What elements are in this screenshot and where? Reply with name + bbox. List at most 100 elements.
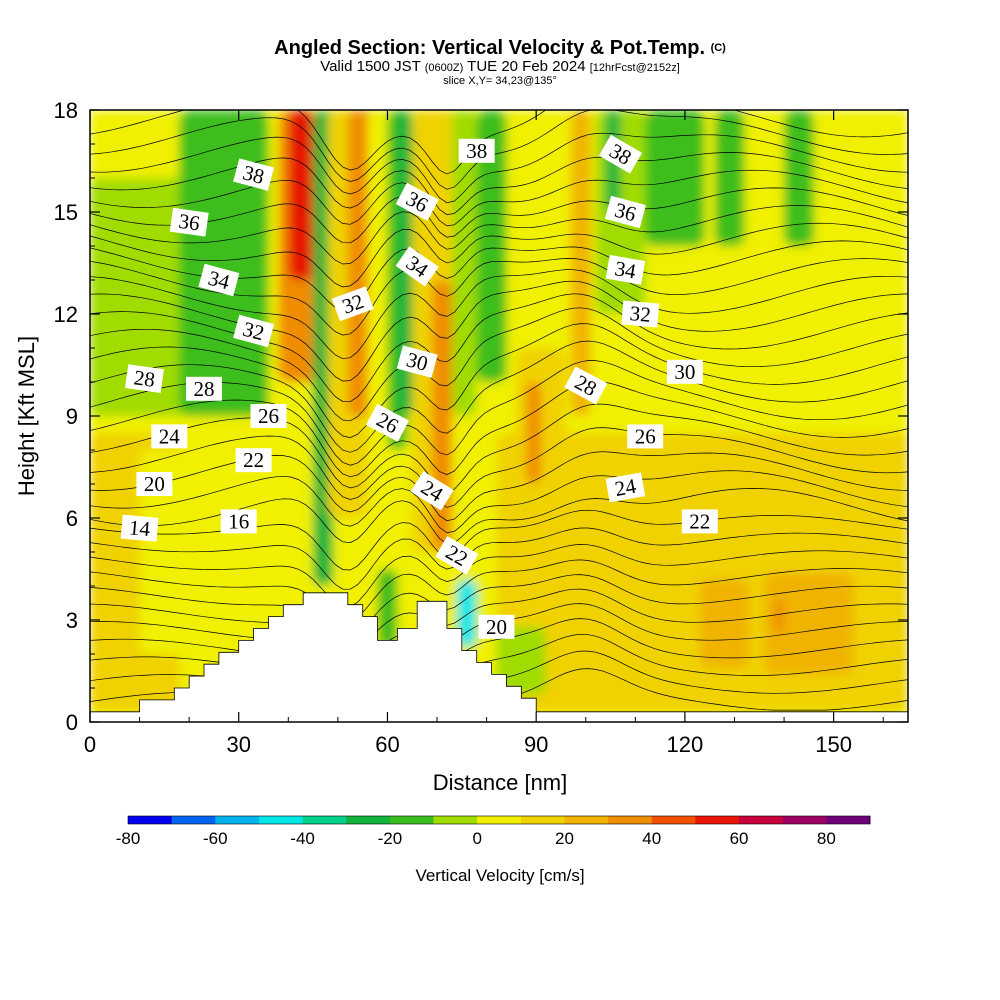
theta-contour-6 (90, 574, 908, 638)
theta-label-bg (365, 403, 410, 442)
theta-label-bg (198, 263, 240, 297)
theta-label-13: 30 (666, 359, 703, 384)
theta-label-8: 34 (605, 254, 646, 285)
colorbar-label--40: -40 (290, 829, 315, 848)
y-tick-label-9: 9 (66, 404, 78, 429)
theta-label-bg (233, 158, 275, 191)
theta-label-27: 20 (478, 614, 515, 639)
velocity-region-27 (699, 579, 750, 668)
theta-label-15: 28 (186, 376, 222, 401)
chart-title-block: Angled Section: Vertical Velocity & Pot.… (0, 36, 1000, 87)
theta-label-9: 32 (233, 314, 275, 348)
velocity-region-29 (774, 599, 785, 634)
theta-contour-5 (90, 588, 908, 654)
theta-contour-26 (90, 222, 908, 288)
theta-contour-20 (90, 307, 908, 422)
theta-label-bg (125, 364, 164, 393)
theta-label-text: 16 (228, 509, 249, 533)
theta-label-bg (395, 246, 439, 287)
colorbar-label-40: 40 (642, 829, 661, 848)
x-tick-label-150: 150 (815, 732, 852, 757)
theta-contour-17 (90, 360, 908, 466)
theta-contour-18 (90, 340, 908, 453)
colorbar: -80 -60 -40 -20 0 20 40 60 80 (116, 815, 871, 848)
theta-label-text: 22 (689, 509, 710, 533)
velocity-region-15 (432, 280, 452, 552)
theta-label-text: 28 (132, 365, 156, 392)
colorbar-swatch--80 (128, 816, 173, 824)
theta-label-bg (151, 424, 188, 449)
colorbar-swatch--10 (433, 816, 478, 824)
colorbar-swatch-40 (651, 816, 696, 824)
theta-label-bg (435, 536, 479, 575)
theta-label-28: 16 (220, 509, 257, 534)
theta-contour-14 (90, 427, 908, 508)
theta-contour-3 (90, 618, 908, 681)
theta-label-bg (681, 509, 718, 534)
colorbar-swatch--30 (346, 816, 391, 824)
velocity-region-30 (377, 569, 398, 648)
theta-label-bg (410, 471, 454, 511)
velocity-region-3 (139, 450, 200, 654)
theta-label-text: 38 (466, 139, 487, 163)
x-tick-label-0: 0 (84, 732, 96, 757)
colorbar-frame (127, 815, 871, 825)
colorbar-swatch--20 (389, 816, 435, 824)
theta-contour-21 (90, 293, 908, 403)
colorbar-label--60: -60 (203, 829, 228, 848)
slice-info: slice X,Y= 34,23@135° (443, 75, 557, 87)
valid-date: TUE 20 Feb 2024 (467, 58, 586, 75)
theta-label-text: 24 (613, 474, 638, 501)
theta-label-bg (666, 359, 703, 384)
theta-label-text: 20 (144, 472, 165, 496)
velocity-region-24 (714, 110, 745, 246)
theta-label-bg (627, 424, 664, 449)
velocity-region-23 (645, 110, 705, 246)
theta-label-26: 20 (136, 472, 173, 496)
theta-label-20: 24 (151, 424, 188, 449)
theta-label-bg (564, 366, 608, 405)
theta-label-11: 32 (621, 300, 660, 328)
theta-contour-16 (90, 381, 908, 478)
velocity-region-7 (288, 110, 314, 280)
colorbar-label-20: 20 (555, 829, 574, 848)
forecast-info: [12hrFcst@2152z] (589, 62, 680, 74)
velocity-region-25 (784, 110, 814, 246)
theta-contour-19 (90, 323, 908, 438)
terrain-mask (90, 592, 908, 722)
theta-label-text: 20 (486, 615, 507, 639)
theta-label-text: 26 (635, 424, 656, 448)
theta-contour-22 (90, 280, 908, 382)
colorbar-swatch-70 (782, 816, 827, 824)
theta-contour-27 (90, 205, 908, 265)
theta-contour-15 (90, 403, 908, 493)
velocity-region-32 (496, 626, 547, 695)
valid-zulu: (0600Z) (424, 62, 464, 74)
theta-label-bg (235, 448, 272, 473)
theta-label-12: 30 (396, 345, 438, 378)
chart-subtitle: Valid 1500 JST (0600Z) TUE 20 Feb 2024 [… (0, 58, 1000, 75)
theta-label-bg (396, 345, 438, 378)
theta-label-bg (458, 138, 495, 163)
colorbar-swatch--60 (215, 816, 260, 824)
theta-label-25: 22 (681, 509, 718, 534)
theta-label-5: 36 (604, 195, 646, 229)
y-tick-label-3: 3 (66, 608, 78, 633)
colorbar-title: Vertical Velocity [cm/s] (415, 866, 584, 885)
theta-label-bg (598, 134, 643, 174)
theta-label-text: 36 (177, 209, 201, 236)
theta-contour-7 (90, 559, 908, 623)
theta-label-0: 38 (233, 158, 275, 191)
theta-label-bg (233, 314, 275, 348)
theta-contour-33 (90, 110, 908, 175)
theta-label-3: 36 (169, 207, 209, 237)
colorbar-swatch-60 (739, 816, 784, 824)
colorbar-swatch--40 (302, 816, 347, 824)
theta-label-text: 22 (243, 448, 264, 472)
velocity-region-4 (90, 178, 190, 416)
theta-contour-9 (90, 527, 908, 590)
colorbar-swatch-0 (477, 816, 522, 824)
theta-label-bg (604, 195, 646, 229)
colorbar-swatch--50 (258, 816, 304, 824)
